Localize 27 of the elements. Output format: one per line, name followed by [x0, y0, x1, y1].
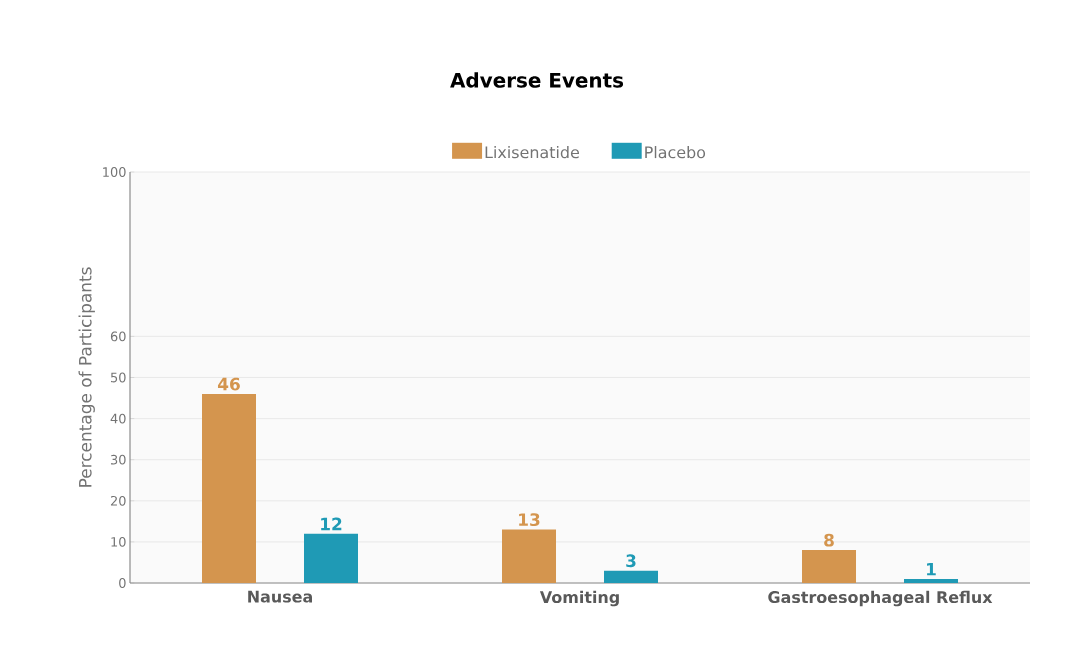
bar [904, 578, 959, 583]
data-label: 1 [927, 563, 936, 576]
y-axis-title: Percentage of Participants [78, 267, 95, 487]
y-tick-label: 30 [110, 454, 126, 465]
y-tick-label: 20 [110, 495, 126, 506]
bar [604, 570, 659, 583]
x-tick-label: Vomiting [539, 590, 619, 607]
bar [802, 550, 857, 583]
y-tick-label: 10 [111, 537, 126, 547]
bar [502, 529, 557, 583]
x-tick-label: Nausea [248, 590, 312, 603]
data-label: 8 [824, 533, 834, 547]
chart-title: Adverse Events [450, 72, 624, 88]
legend-label: Placebo [645, 145, 706, 159]
legend-label: Lixisenatide [485, 145, 579, 159]
y-tick-label: 40 [110, 413, 126, 424]
y-tick-label: 100 [103, 167, 126, 177]
data-label: 46 [217, 377, 240, 391]
y-tick-label: 50 [111, 372, 126, 383]
data-label: 3 [626, 554, 636, 568]
y-tick-label: 60 [110, 331, 126, 342]
bar [304, 533, 358, 583]
y-tick-label: 0 [119, 578, 126, 588]
bar [202, 393, 256, 583]
x-tick-label: Gastroesophageal Reflux [768, 590, 993, 607]
data-label: 12 [321, 517, 342, 531]
data-label: 13 [519, 513, 540, 527]
